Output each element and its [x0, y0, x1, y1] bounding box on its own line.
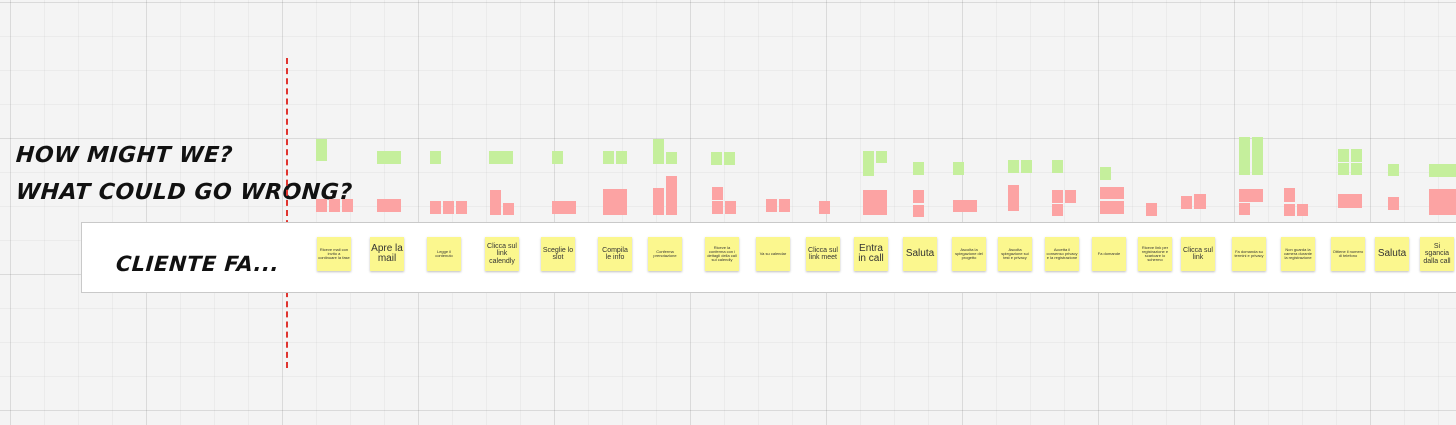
green-sticky[interactable]: [377, 151, 401, 164]
action-sticky-note[interactable]: Ascolta la spiegazione del progetto: [952, 237, 986, 271]
red-sticky[interactable]: [766, 199, 777, 212]
red-sticky[interactable]: [316, 199, 327, 212]
action-sticky-note[interactable]: Riceve link per registrazione e scaricar…: [1138, 237, 1172, 271]
red-sticky[interactable]: [1388, 197, 1399, 210]
red-sticky[interactable]: [430, 201, 441, 214]
green-sticky[interactable]: [1429, 164, 1456, 177]
red-sticky[interactable]: [490, 190, 501, 215]
action-sticky-note[interactable]: Accetta il consenso privacy e la registr…: [1045, 237, 1079, 271]
red-sticky[interactable]: [1284, 204, 1295, 216]
what-could-go-wrong-heading: WHAT COULD GO WRONG?: [15, 180, 354, 205]
red-sticky[interactable]: [913, 190, 924, 203]
red-sticky[interactable]: [329, 199, 340, 212]
green-sticky[interactable]: [724, 152, 735, 165]
green-sticky[interactable]: [1021, 160, 1032, 173]
red-sticky[interactable]: [666, 176, 677, 215]
red-sticky[interactable]: [552, 201, 576, 214]
red-sticky[interactable]: [863, 190, 887, 215]
action-sticky-note[interactable]: Ascolta spiegazione sui test e privacy: [998, 237, 1032, 271]
red-sticky[interactable]: [1052, 204, 1063, 216]
action-sticky-note[interactable]: Riceve la conferma con i dettagli della …: [705, 237, 739, 271]
lane-label: CLIENTE FA...: [115, 252, 281, 276]
green-sticky[interactable]: [430, 151, 441, 164]
red-sticky[interactable]: [712, 187, 723, 200]
green-sticky[interactable]: [913, 162, 924, 175]
green-sticky[interactable]: [953, 162, 964, 175]
action-sticky-note[interactable]: Apre la mail: [370, 237, 404, 271]
red-sticky[interactable]: [1100, 201, 1124, 214]
action-sticky-note[interactable]: Riceve mail con invito a continuare la f…: [317, 237, 351, 271]
red-sticky[interactable]: [1052, 190, 1063, 203]
green-sticky[interactable]: [1100, 167, 1111, 180]
action-sticky-note[interactable]: Fa domande: [1092, 237, 1126, 271]
action-sticky-note[interactable]: Non guarda la camera durante la registra…: [1281, 237, 1315, 271]
red-sticky[interactable]: [779, 199, 790, 212]
action-sticky-note[interactable]: Fa domanda su termini e privacy: [1232, 237, 1266, 271]
red-sticky[interactable]: [819, 201, 830, 214]
red-sticky[interactable]: [1338, 194, 1362, 208]
green-sticky[interactable]: [1338, 149, 1349, 162]
green-sticky[interactable]: [552, 151, 563, 164]
action-sticky-note[interactable]: Va su calendar: [756, 237, 790, 271]
red-sticky[interactable]: [1429, 189, 1456, 215]
timeline-divider: [286, 58, 288, 368]
red-sticky[interactable]: [1284, 188, 1295, 202]
green-sticky[interactable]: [666, 152, 677, 164]
green-sticky[interactable]: [489, 151, 513, 164]
green-sticky[interactable]: [1351, 163, 1362, 175]
green-sticky[interactable]: [1052, 160, 1063, 173]
green-sticky[interactable]: [616, 151, 627, 164]
green-sticky[interactable]: [1388, 164, 1399, 176]
red-sticky[interactable]: [503, 203, 514, 215]
green-sticky[interactable]: [1239, 137, 1250, 175]
red-sticky[interactable]: [603, 189, 627, 215]
red-sticky[interactable]: [1194, 194, 1206, 209]
red-sticky[interactable]: [1100, 187, 1124, 199]
action-sticky-note[interactable]: Conferma prenotazione: [648, 237, 682, 271]
red-sticky[interactable]: [443, 201, 454, 214]
red-sticky[interactable]: [712, 201, 723, 214]
red-sticky[interactable]: [653, 188, 664, 215]
green-sticky[interactable]: [1252, 137, 1263, 175]
green-sticky[interactable]: [863, 151, 874, 176]
green-sticky[interactable]: [316, 139, 327, 161]
red-sticky[interactable]: [377, 199, 401, 212]
action-sticky-note[interactable]: Legge il contenuto: [427, 237, 461, 271]
green-sticky[interactable]: [711, 152, 722, 165]
action-sticky-note[interactable]: Ottiene il numero di telefono: [1331, 237, 1365, 271]
red-sticky[interactable]: [1146, 203, 1157, 216]
how-might-we-heading: HOW MIGHT WE?: [15, 143, 234, 168]
green-sticky[interactable]: [876, 151, 887, 163]
action-sticky-note[interactable]: Clicca sul link: [1181, 237, 1215, 271]
red-sticky[interactable]: [913, 205, 924, 217]
action-sticky-note[interactable]: Clicca sul link calendly: [485, 237, 519, 271]
action-sticky-note[interactable]: Entra in call: [854, 237, 888, 271]
red-sticky[interactable]: [342, 199, 353, 212]
green-sticky[interactable]: [603, 151, 614, 164]
red-sticky[interactable]: [953, 200, 977, 212]
green-sticky[interactable]: [1338, 163, 1349, 175]
green-sticky[interactable]: [653, 139, 664, 164]
red-sticky[interactable]: [1181, 196, 1192, 209]
action-sticky-note[interactable]: Saluta: [903, 237, 937, 271]
red-sticky[interactable]: [1239, 203, 1250, 215]
red-sticky[interactable]: [1008, 185, 1019, 211]
action-sticky-note[interactable]: Saluta: [1375, 237, 1409, 271]
action-sticky-note[interactable]: Clicca sul link meet: [806, 237, 840, 271]
red-sticky[interactable]: [1239, 189, 1263, 202]
green-sticky[interactable]: [1008, 160, 1019, 173]
action-sticky-note[interactable]: Compila le info: [598, 237, 632, 271]
red-sticky[interactable]: [456, 201, 467, 214]
red-sticky[interactable]: [1297, 204, 1308, 216]
action-sticky-note[interactable]: Si sgancia dalla call: [1420, 237, 1454, 271]
red-sticky[interactable]: [725, 201, 736, 214]
green-sticky[interactable]: [1351, 149, 1362, 162]
red-sticky[interactable]: [1065, 190, 1076, 203]
action-sticky-note[interactable]: Sceglie lo slot: [541, 237, 575, 271]
